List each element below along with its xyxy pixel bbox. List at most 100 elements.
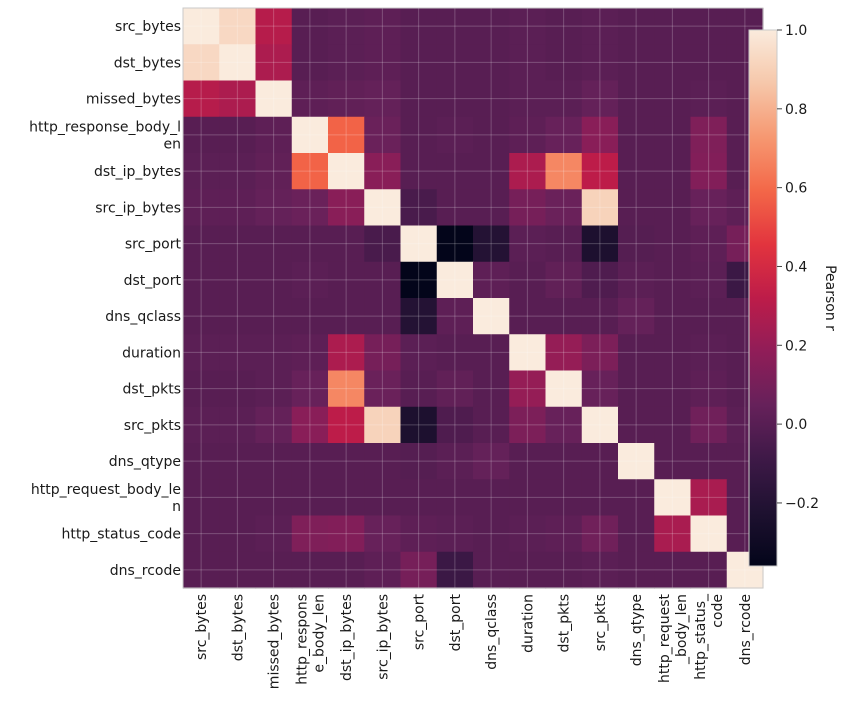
heatmap-cell <box>654 116 692 154</box>
heatmap-cell <box>364 80 402 118</box>
x-tick-label: dns_qtype <box>629 594 645 666</box>
gridlines <box>183 8 763 588</box>
heatmap-cell <box>364 515 402 553</box>
heatmap-cell <box>183 153 220 190</box>
svg-text:dst_ip_bytes: dst_ip_bytes <box>339 594 355 681</box>
heatmap-cell <box>690 406 728 444</box>
heatmap-cell <box>219 334 257 372</box>
heatmap-cell <box>219 298 257 335</box>
heatmap-cell <box>545 406 583 444</box>
heatmap-cell <box>291 515 329 553</box>
heatmap-cell <box>219 370 257 408</box>
heatmap-cell <box>183 44 220 82</box>
heatmap-cell <box>183 261 220 299</box>
heatmap-cell <box>364 551 402 589</box>
x-tick-label: http_response_body_len <box>294 594 327 685</box>
heatmap-cell <box>690 189 728 227</box>
heatmap-cell <box>400 334 438 372</box>
heatmap-cell <box>436 225 474 263</box>
colorbar-ticks: 1.0 0.8 0.6 0.4 0.2 0.0 −0.2 <box>777 23 819 512</box>
y-tick-label: dst_ip_bytes <box>94 164 181 180</box>
heatmap-cell <box>364 334 402 372</box>
x-tick-label: dst_pkts <box>557 594 573 652</box>
heatmap-cell <box>473 443 510 480</box>
heatmap-cell <box>291 298 329 335</box>
heatmap-cell <box>509 261 547 299</box>
heatmap-cell <box>654 370 692 408</box>
heatmap-cell <box>291 551 329 589</box>
y-tick-label: duration <box>122 345 181 361</box>
heatmap-cell <box>654 515 692 553</box>
heatmap-cell <box>509 116 547 154</box>
heatmap-cells <box>183 8 764 589</box>
heatmap-cell <box>654 153 692 190</box>
heatmap-cell <box>654 80 692 118</box>
heatmap-cell <box>400 479 438 517</box>
heatmap-cell <box>473 334 510 372</box>
heatmap-cell <box>219 116 257 154</box>
heatmap-cell <box>690 153 728 190</box>
heatmap-cell <box>400 189 438 227</box>
heatmap-cell <box>436 443 474 480</box>
x-tick-label: dns_qclass <box>484 594 500 670</box>
x-tick-label: src_pkts <box>593 594 609 651</box>
y-tick-label: dst_bytes <box>114 55 181 71</box>
heatmap-cell <box>183 225 220 263</box>
heatmap-cell <box>400 44 438 82</box>
heatmap-cell <box>545 298 583 335</box>
heatmap-cell <box>400 406 438 444</box>
y-tick-labels: src_bytes dst_bytes missed_bytes http_respo… <box>29 19 181 579</box>
y-tick-label: src_bytes <box>115 19 181 35</box>
heatmap-cell <box>509 8 547 45</box>
heatmap-cell <box>545 261 583 299</box>
heatmap-cell <box>183 515 220 553</box>
heatmap-cell <box>618 298 655 335</box>
heatmap-cell <box>581 153 619 190</box>
heatmap-cell <box>473 298 510 335</box>
heatmap-cell <box>690 8 728 45</box>
heatmap-cell <box>618 261 655 299</box>
heatmap-cell <box>654 479 692 517</box>
heatmap-cell <box>509 370 547 408</box>
heatmap-cell <box>545 8 583 45</box>
heatmap-cell <box>436 116 474 154</box>
heatmap-cell <box>328 44 365 82</box>
heatmap-cell <box>219 44 257 82</box>
x-tick-label: src_port <box>412 593 428 650</box>
heatmap-cell <box>328 153 365 190</box>
heatmap-cell <box>183 116 220 154</box>
heatmap-cell <box>654 189 692 227</box>
heatmap-cell <box>183 406 220 444</box>
heatmap-cell <box>400 298 438 335</box>
heatmap-cell <box>291 8 329 45</box>
heatmap-cell <box>328 298 365 335</box>
heatmap-cell <box>328 551 365 589</box>
heatmap-cell <box>654 298 692 335</box>
heatmap-cell <box>183 443 220 480</box>
y-tick-label: dst_port <box>124 273 182 289</box>
heatmap-cell <box>618 189 655 227</box>
heatmap-cell <box>654 261 692 299</box>
colorbar-tick-label: 0.4 <box>785 259 807 275</box>
heatmap-cell <box>436 189 474 227</box>
x-tick-label: dns_rcode <box>738 594 754 665</box>
heatmap-cell <box>255 44 293 82</box>
heatmap-cell <box>690 551 728 589</box>
svg-text:src_bytes: src_bytes <box>194 594 210 660</box>
heatmap-cell <box>364 153 402 190</box>
heatmap-cell <box>509 225 547 263</box>
y-tick-label: dns_qclass <box>105 309 181 325</box>
heatmap-cell <box>400 80 438 118</box>
heatmap-cell <box>255 80 293 118</box>
heatmap-cell <box>436 515 474 553</box>
heatmap-cell <box>618 406 655 444</box>
heatmap-cell <box>255 116 293 154</box>
heatmap-cell <box>255 515 293 553</box>
heatmap-cell <box>654 551 692 589</box>
heatmap-cell <box>436 44 474 82</box>
heatmap-cell <box>291 406 329 444</box>
colorbar-tick-label: 0.0 <box>785 417 807 433</box>
heatmap-cell <box>618 80 655 118</box>
heatmap-cell <box>690 298 728 335</box>
